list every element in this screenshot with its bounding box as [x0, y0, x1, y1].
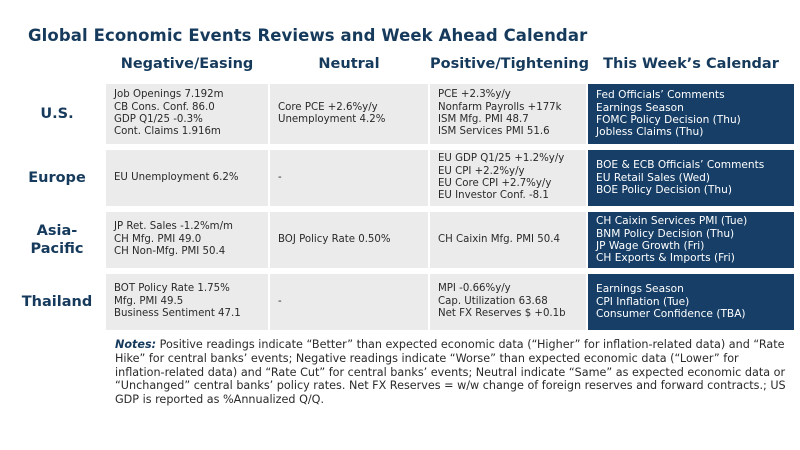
- column-header-neutral: Neutral: [318, 56, 380, 72]
- row-label-text: Europe: [28, 170, 86, 186]
- negative-cell: BOT Policy Rate 1.75% Mfg. PMI 49.5 Busine…: [106, 274, 268, 330]
- positive-cell: EU GDP Q1/25 +1.2%y/y EU CPI +2.2%y/y EU C…: [430, 150, 586, 206]
- neutral-cell: BOJ Policy Rate 0.50%: [270, 212, 428, 268]
- positive-item: Net FX Reserves $ +0.1b: [438, 308, 566, 320]
- negative-item: CH Non-Mfg. PMI 50.4: [114, 246, 226, 258]
- positive-item: CH Caixin Mfg. PMI 50.4: [438, 233, 560, 245]
- calendar-item: EU Retail Sales (Wed): [596, 171, 711, 184]
- calendar-item: JP Wage Growth (Fri): [596, 240, 705, 252]
- calendar-item: CH Caixin Services PMI (Tue): [596, 215, 748, 228]
- negative-item: Mfg. PMI 49.5: [114, 295, 184, 307]
- row-label: U.S.: [8, 84, 106, 144]
- calendar-cell: BOE & ECB Officials’ Comments EU Retail S…: [588, 150, 794, 206]
- row-label-text: Asia-: [36, 223, 78, 239]
- row-label: Asia- Pacific: [8, 212, 106, 268]
- positive-cell: CH Caixin Mfg. PMI 50.4: [430, 212, 586, 268]
- neutral-item: -: [278, 295, 282, 307]
- positive-item: Nonfarm Payrolls +177k: [438, 101, 562, 113]
- calendar-cell: Earnings Season CPI Inflation (Tue) Consum…: [588, 274, 794, 330]
- calendar-item: Earnings Season: [596, 283, 684, 296]
- negative-item: CB Cons. Conf. 86.0: [114, 101, 215, 113]
- row-label-text: Thailand: [21, 294, 93, 310]
- row-label: Europe: [8, 150, 106, 206]
- calendar-cell: Fed Officials’ Comments Earnings Season FO…: [588, 84, 794, 144]
- negative-item: GDP Q1/25 -0.3%: [114, 114, 203, 125]
- notes: Notes: Positive readings indicate “Bette…: [115, 338, 787, 407]
- calendar-item: Earnings Season: [596, 101, 684, 114]
- neutral-cell: Core PCE +2.6%y/y Unemployment 4.2%: [270, 84, 428, 144]
- negative-item: Cont. Claims 1.916m: [114, 126, 221, 138]
- negative-cell: EU Unemployment 6.2%: [106, 150, 268, 206]
- calendar-item: Consumer Confidence (TBA): [596, 308, 746, 321]
- calendar-item: BOE & ECB Officials’ Comments: [596, 159, 765, 172]
- neutral-item: -: [278, 171, 282, 183]
- row-label-text: Pacific: [30, 241, 84, 257]
- neutral-cell: -: [270, 150, 428, 206]
- calendar-item: BNM Policy Decision (Thu): [596, 227, 735, 240]
- positive-cell: MPI -0.66%y/y Cap. Utilization 63.68 Net F…: [430, 274, 586, 330]
- row-label-text: U.S.: [40, 106, 74, 122]
- negative-cell: JP Ret. Sales -1.2%m/m CH Mfg. PMI 49.0 CH…: [106, 212, 268, 268]
- positive-item: EU Investor Conf. -8.1: [438, 190, 549, 202]
- positive-item: ISM Mfg. PMI 48.7: [438, 114, 529, 125]
- calendar-item: BOE Policy Decision (Thu): [596, 184, 732, 197]
- negative-item: Job Openings 7.192m: [114, 89, 224, 101]
- negative-item: CH Mfg. PMI 49.0: [114, 233, 202, 245]
- positive-item: EU Core CPI +2.7%y/y: [438, 178, 552, 189]
- column-header-negative: Negative/Easing: [120, 56, 254, 72]
- negative-item: BOT Policy Rate 1.75%: [114, 283, 230, 295]
- calendar-item: CPI Inflation (Tue): [596, 295, 690, 308]
- neutral-cell: -: [270, 274, 428, 330]
- column-header-positive: Positive/Tightening: [430, 56, 589, 72]
- neutral-item: Unemployment 4.2%: [278, 114, 386, 125]
- positive-item: MPI -0.66%y/y: [438, 283, 511, 295]
- calendar-item: CH Exports & Imports (Fri): [596, 252, 735, 265]
- positive-item: Cap. Utilization 63.68: [438, 295, 548, 307]
- neutral-item: BOJ Policy Rate 0.50%: [278, 233, 391, 245]
- positive-item: EU CPI +2.2%y/y: [438, 165, 525, 177]
- calendar-cell: CH Caixin Services PMI (Tue) BNM Policy D…: [588, 212, 794, 268]
- calendar-item: Jobless Claims (Thu): [596, 126, 704, 139]
- negative-item: Business Sentiment 47.1: [114, 308, 241, 320]
- notes-label: Notes:: [115, 338, 157, 351]
- page-title: Global Economic Events Reviews and Week …: [28, 26, 588, 45]
- positive-item: ISM Services PMI 51.6: [438, 126, 550, 138]
- calendar-item: Fed Officials’ Comments: [596, 89, 725, 102]
- negative-item: JP Ret. Sales -1.2%m/m: [114, 221, 233, 233]
- column-header-calendar: This Week’s Calendar: [603, 56, 779, 72]
- row-label: Thailand: [8, 274, 106, 330]
- negative-item: EU Unemployment 6.2%: [114, 171, 239, 183]
- positive-item: PCE +2.3%y/y: [438, 89, 511, 101]
- calendar-item: FOMC Policy Decision (Thu): [596, 114, 741, 126]
- neutral-item: Core PCE +2.6%y/y: [278, 101, 378, 113]
- positive-cell: PCE +2.3%y/y Nonfarm Payrolls +177k ISM Mf…: [430, 84, 586, 144]
- notes-text: Positive readings indicate “Better” than…: [115, 338, 786, 407]
- negative-cell: Job Openings 7.192m CB Cons. Conf. 86.0 GD…: [106, 84, 268, 144]
- positive-item: EU GDP Q1/25 +1.2%y/y: [438, 153, 565, 165]
